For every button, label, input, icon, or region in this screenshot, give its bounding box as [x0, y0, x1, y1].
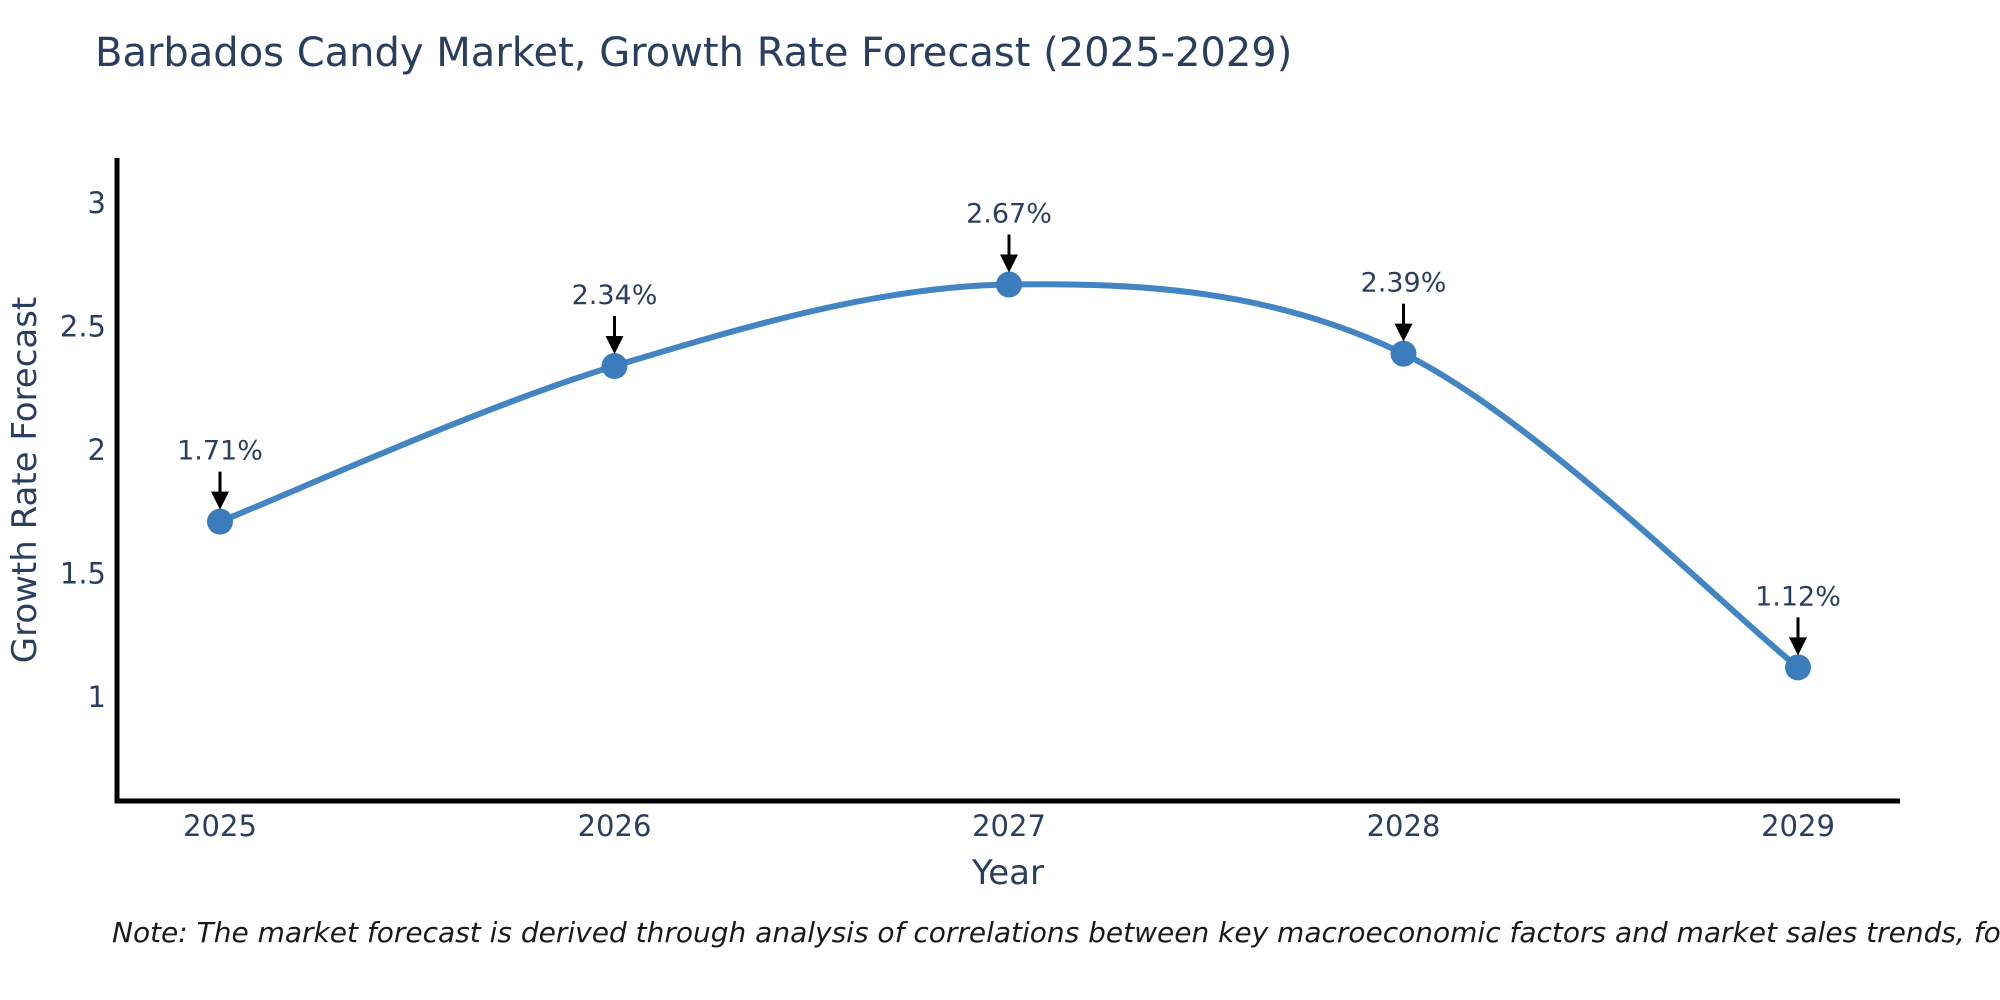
point-annotation-label: 1.71%	[177, 436, 263, 467]
data-point-markers	[207, 271, 1811, 681]
x-tick-label: 2026	[578, 809, 652, 843]
annotation-arrowhead-icon	[211, 491, 229, 510]
forecast-line-series	[217, 281, 1801, 671]
point-annotation: 1.12%	[1755, 581, 1841, 656]
y-axis-tick-labels: 3 2.5 2 1.5 1	[60, 186, 106, 714]
chart-title: Barbados Candy Market, Growth Rate Forec…	[95, 30, 1293, 76]
y-tick-label: 2	[88, 433, 106, 467]
annotation-arrowhead-icon	[1789, 637, 1807, 656]
y-axis-title: Growth Rate Forecast	[5, 297, 45, 664]
x-tick-label: 2028	[1367, 809, 1441, 843]
footnote: Note: The market forecast is derived thr…	[112, 916, 2000, 949]
x-tick-label: 2029	[1761, 809, 1835, 843]
point-annotation: 2.34%	[572, 280, 658, 355]
y-tick-label: 1	[88, 680, 106, 714]
point-annotation: 1.71%	[177, 436, 263, 510]
x-tick-label: 2027	[972, 809, 1046, 843]
data-point-annotations: 1.71% 2.34% 2.67% 2.39% 1.12%	[177, 199, 1841, 656]
y-tick-label: 1.5	[60, 557, 106, 591]
point-annotation-label: 1.12%	[1755, 581, 1841, 612]
y-tick-label: 3	[88, 186, 106, 220]
point-annotation: 2.67%	[966, 199, 1052, 273]
x-tick-label: 2025	[183, 809, 257, 843]
point-annotation-label: 2.34%	[572, 280, 658, 311]
data-point-marker[interactable]	[207, 508, 233, 535]
point-annotation-label: 2.67%	[966, 199, 1052, 230]
x-axis-tick-labels: 2025 2026 2027 2028 2029	[183, 809, 1835, 843]
annotation-arrowhead-icon	[605, 336, 624, 355]
y-tick-label: 2.5	[60, 310, 106, 344]
data-point-marker[interactable]	[1390, 340, 1417, 367]
data-point-marker[interactable]	[996, 271, 1022, 298]
data-point-marker[interactable]	[601, 353, 628, 380]
point-annotation-label: 2.39%	[1361, 268, 1447, 299]
x-axis-title: Year	[971, 853, 1044, 893]
annotation-arrowhead-icon	[1394, 323, 1413, 342]
point-annotation: 2.39%	[1361, 268, 1447, 342]
data-point-marker[interactable]	[1785, 654, 1811, 681]
annotation-arrowhead-icon	[1000, 254, 1018, 273]
